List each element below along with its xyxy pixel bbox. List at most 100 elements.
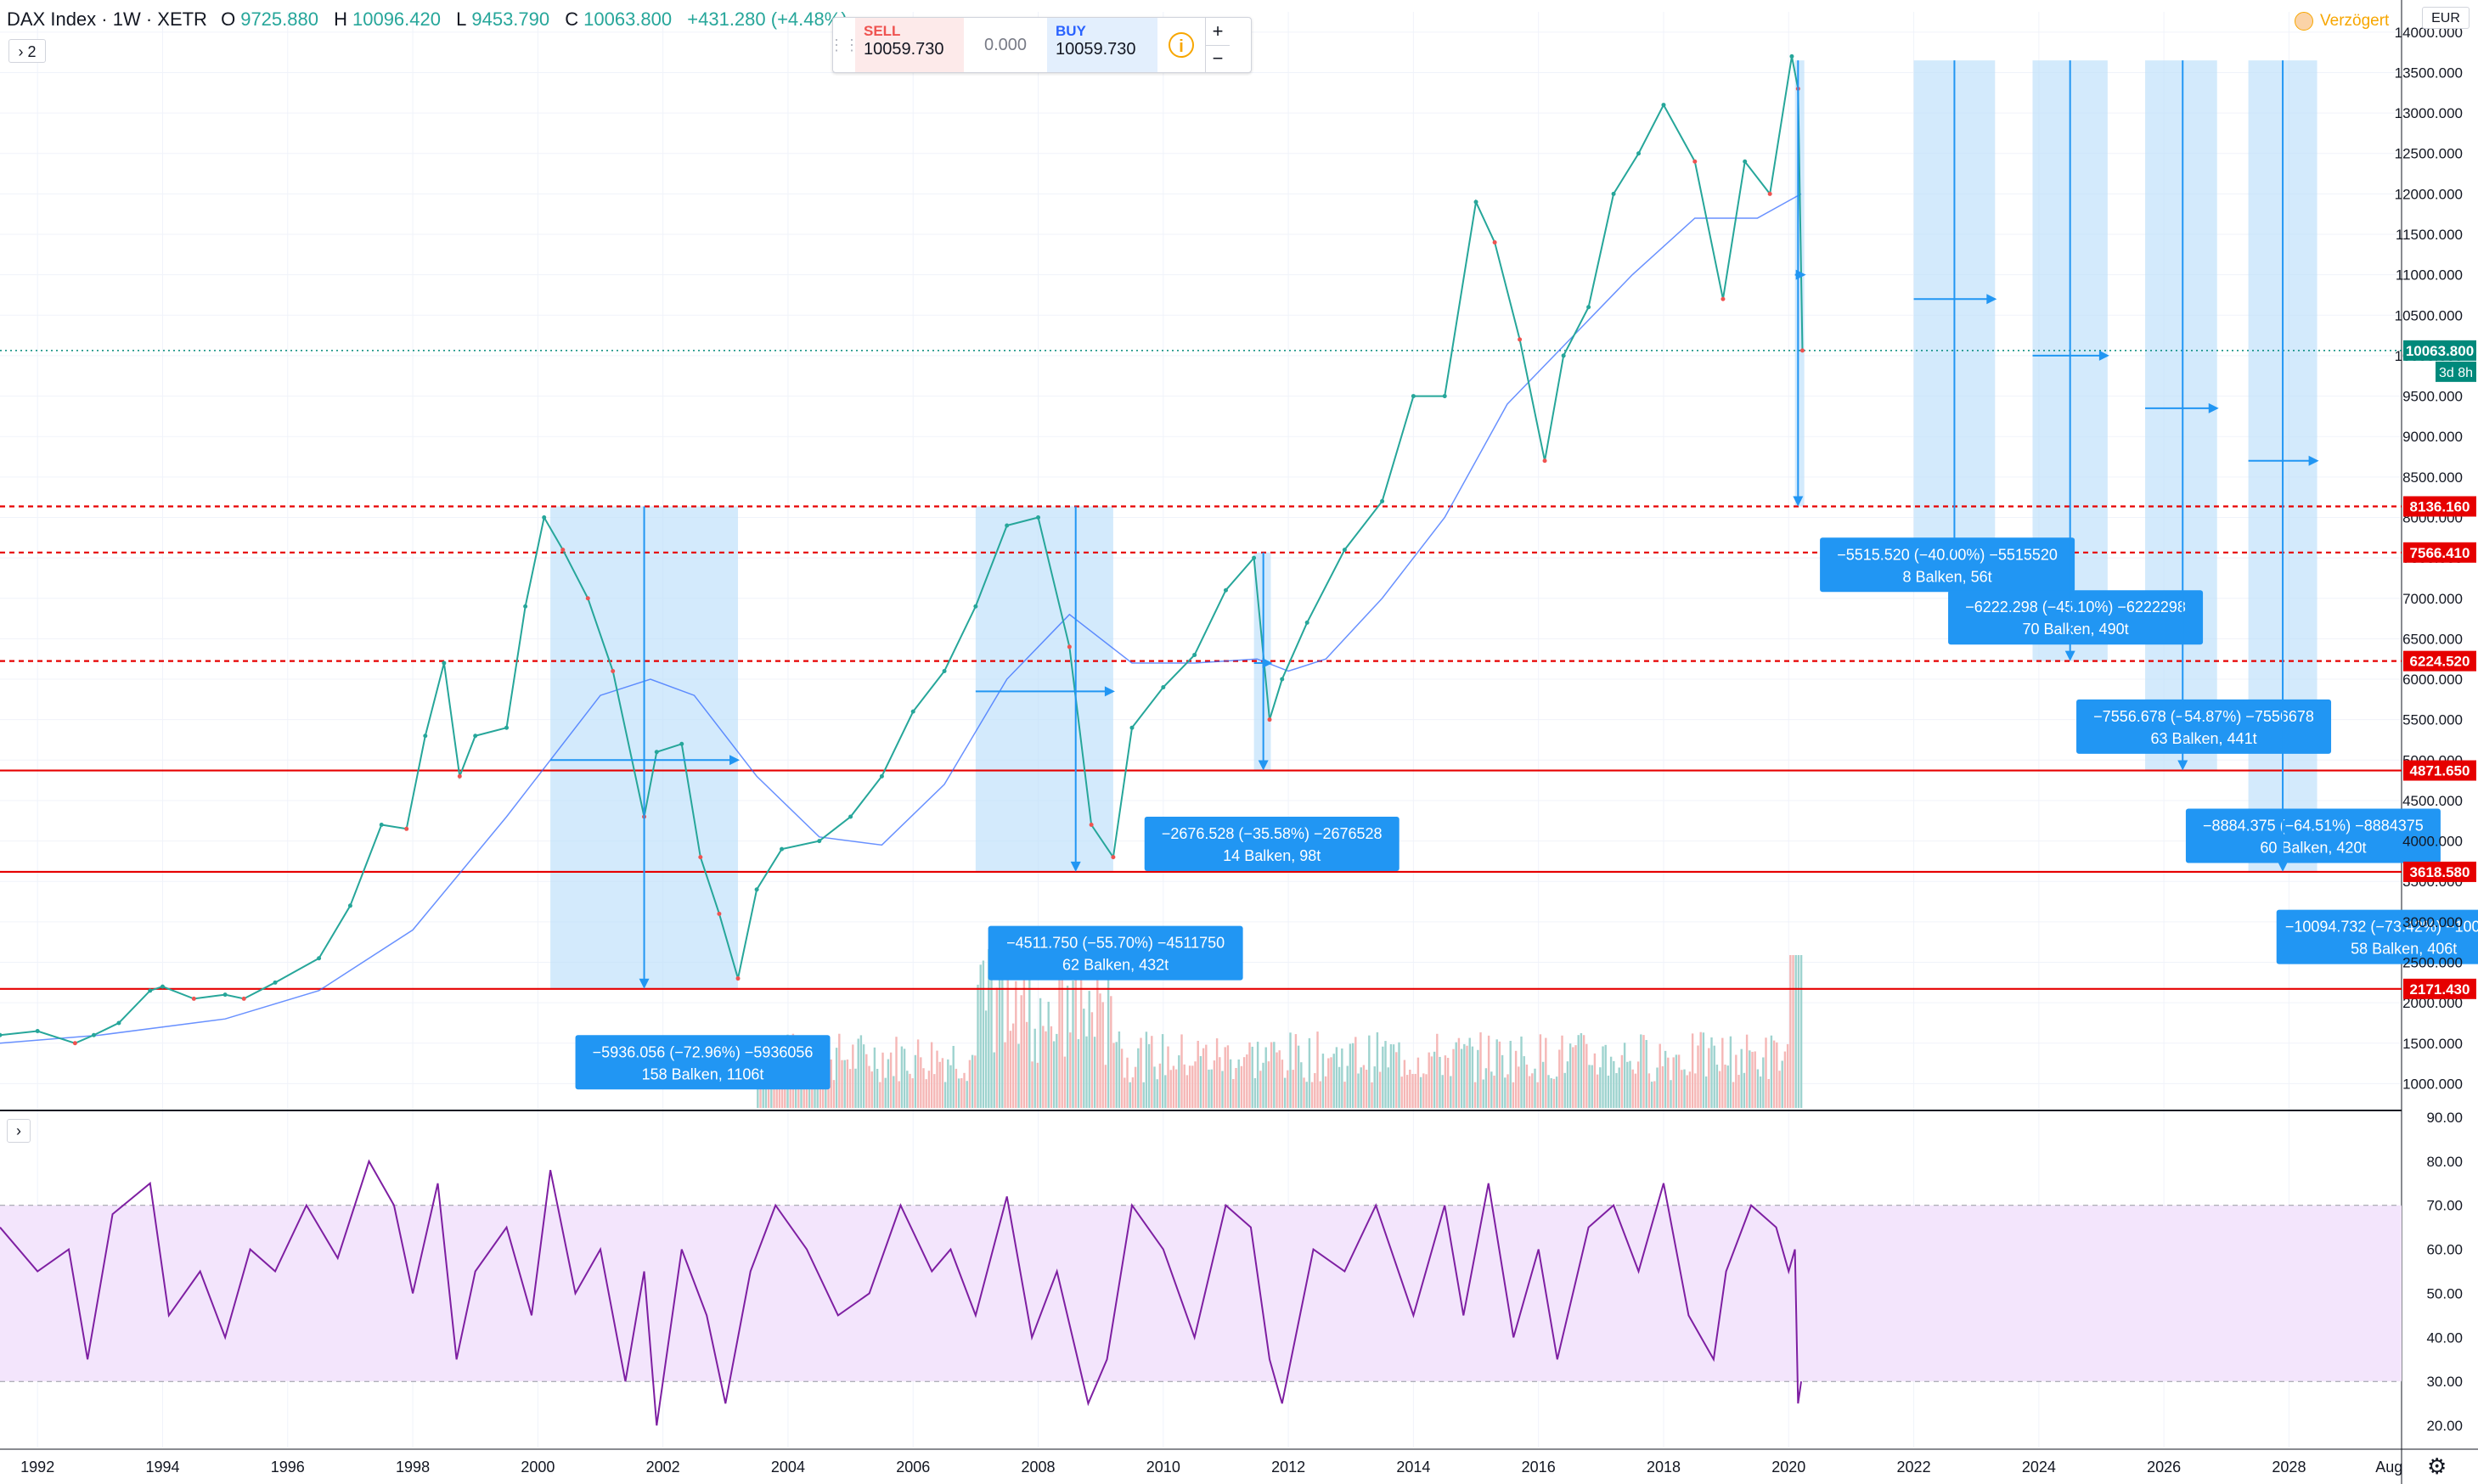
volume-bar (1514, 1050, 1518, 1108)
price-point (1036, 514, 1041, 520)
volume-bar (971, 1054, 974, 1108)
volume-bar (1694, 1073, 1697, 1108)
volume-bar (1398, 1042, 1400, 1108)
volume-bar (1568, 1043, 1572, 1108)
price-point (148, 988, 153, 993)
volume-bar (1759, 1076, 1762, 1108)
rsi-collapse-button[interactable]: › (7, 1119, 31, 1143)
volume-bar (1498, 1041, 1501, 1108)
volume-bar (1523, 1056, 1525, 1108)
volume-bar (1310, 1082, 1314, 1108)
drawdown-label-box-2 (1144, 817, 1400, 872)
indicators-collapse-button[interactable]: › 2 (8, 39, 46, 63)
volume-bar (1147, 1043, 1151, 1108)
price-point (160, 984, 165, 989)
plus-button[interactable]: + (1206, 18, 1230, 46)
volume-bar (1411, 1074, 1414, 1108)
volume-bar (1599, 1067, 1602, 1108)
volume-bar (1169, 1070, 1172, 1108)
price-point (611, 669, 616, 674)
volume-bar (1539, 1034, 1542, 1108)
volume-bar (1436, 1033, 1439, 1108)
volume-bar (1501, 1054, 1504, 1108)
volume-bar (1047, 1001, 1050, 1108)
volume-bar (1022, 975, 1026, 1108)
volume-bar (1294, 1034, 1298, 1108)
currency-selector[interactable]: EUR (2422, 7, 2470, 29)
volume-bar (870, 1071, 873, 1108)
volume-bar (1161, 1034, 1164, 1108)
volume-bar (1428, 1052, 1430, 1108)
settings-gear-icon[interactable]: ⚙ (2427, 1453, 2447, 1479)
volume-bar (784, 1073, 786, 1108)
volume-bar (1205, 1044, 1208, 1108)
volume-bar (1672, 1057, 1675, 1108)
volume-bar (1577, 1035, 1580, 1108)
minus-button[interactable]: − (1212, 48, 1224, 70)
drawdown-bars-label-3: 8 Balken, 56t (1903, 568, 1992, 585)
rsi-tick-label: 60.00 (2426, 1242, 2463, 1258)
price-point (1661, 103, 1666, 108)
volume-bar (1180, 1034, 1183, 1108)
price-tick-label: 12000.000 (2395, 186, 2463, 202)
volume-bar (1194, 1061, 1197, 1108)
volume-bar (1303, 1077, 1305, 1108)
volume-bar (1789, 955, 1792, 1108)
price-tick-label: 1000.000 (2402, 1076, 2463, 1092)
price-point (1223, 587, 1228, 593)
drawdown-label-7: −10094.732 (−73.42%) −10094732 (2285, 919, 2478, 936)
chart-header: DAX Index · 1W · XETR O 9725.880 H 10096.4… (7, 8, 853, 31)
volume-bar (1006, 964, 1009, 1108)
volume-bar (898, 1081, 900, 1108)
delayed-data-indicator[interactable]: Verzögert (2295, 12, 2389, 31)
info-button[interactable]: i (1157, 18, 1205, 72)
volume-bar (1520, 1036, 1523, 1108)
volume-bar (1384, 1041, 1387, 1108)
volume-bar (1262, 1062, 1264, 1108)
price-point (1721, 296, 1726, 301)
drag-handle-icon[interactable]: ⋮⋮ (829, 36, 859, 53)
volume-bar (1289, 1032, 1292, 1108)
close-value: 10063.800 (583, 8, 673, 30)
volume-bar (1208, 1069, 1210, 1108)
volume-bar (1691, 1033, 1694, 1108)
symbol-title[interactable]: DAX Index · 1W · XETR (7, 8, 207, 30)
volume-bar (1101, 1002, 1104, 1108)
volume-bar (1069, 1032, 1072, 1108)
volume-bar (927, 1071, 931, 1108)
buy-button[interactable]: BUY 10059.730 (1047, 18, 1157, 72)
volume-bar (911, 1078, 914, 1108)
sell-button[interactable]: SELL 10059.730 (855, 18, 964, 72)
rsi-tick-label: 50.00 (2426, 1285, 2463, 1301)
price-point (735, 976, 741, 981)
volume-bar (868, 1065, 870, 1108)
support-badge-3 (2403, 760, 2476, 781)
price-tick-label: 11500.000 (2396, 227, 2463, 243)
support-badge-label-2: 6224.520 (2410, 654, 2470, 670)
volume-bar (1783, 1051, 1787, 1108)
price-tick-label: 10500.000 (2395, 307, 2463, 323)
volume-bar (1382, 1046, 1384, 1108)
volume-bar (1045, 1031, 1047, 1108)
volume-bar (1387, 1067, 1389, 1108)
volume-bar (1490, 1071, 1493, 1108)
price-point (1005, 523, 1010, 528)
spread-value: 0.000 (983, 35, 1028, 54)
low-value: 9453.790 (471, 8, 550, 30)
volume-bar (1001, 970, 1004, 1108)
support-badge-label-3: 4871.650 (2410, 763, 2470, 779)
drawdown-label-0: −5936.056 (−72.96%) −5936056 (593, 1043, 814, 1060)
time-tick-label: 2024 (2022, 1459, 2056, 1476)
volume-bar (1509, 1041, 1512, 1108)
price-point (942, 669, 947, 674)
volume-bar (1653, 1081, 1656, 1108)
volume-bar (1235, 1067, 1237, 1108)
volume-bar (1017, 1043, 1020, 1108)
volume-bar (873, 1047, 876, 1108)
price-tick-label: 2000.000 (2402, 995, 2463, 1011)
volume-bar (903, 1048, 906, 1108)
volume-bar (1797, 955, 1800, 1108)
price-point (1411, 394, 1416, 399)
price-point (1252, 555, 1257, 560)
